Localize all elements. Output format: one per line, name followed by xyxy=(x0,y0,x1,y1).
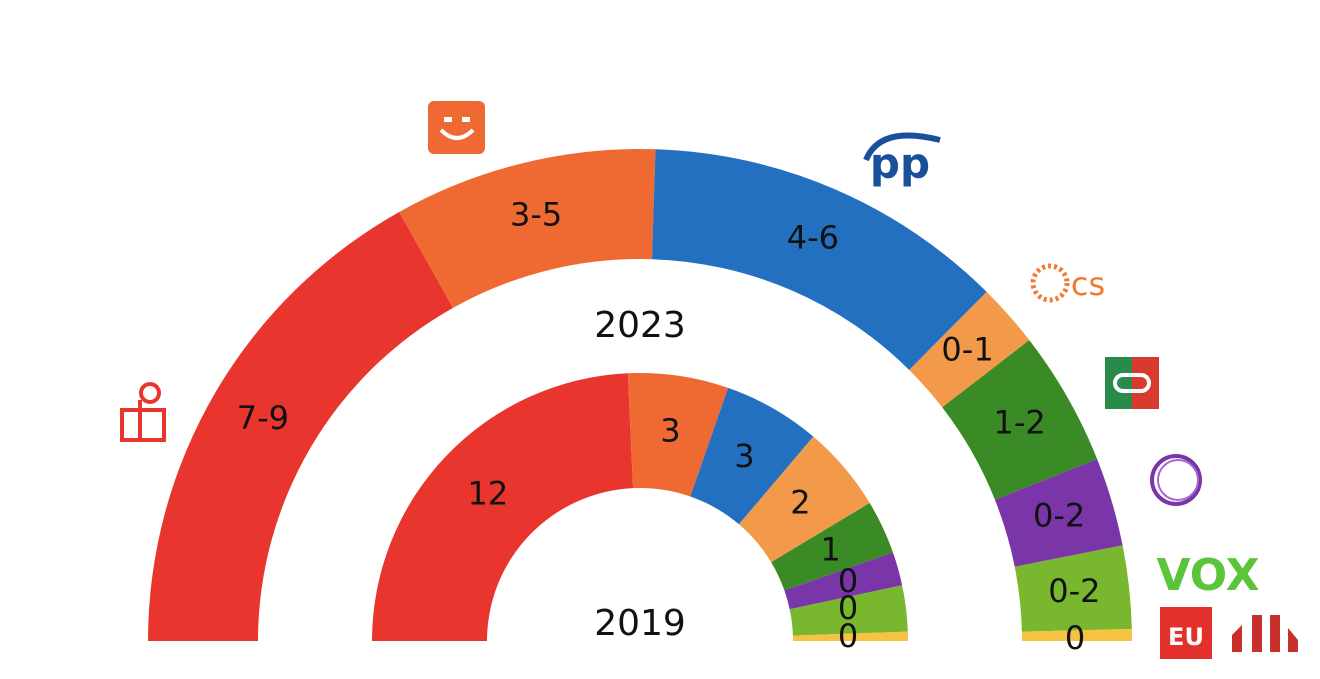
seat-label-2023-3: 0-1 xyxy=(941,331,993,369)
seat-label-2023-1: 3-5 xyxy=(510,196,562,234)
seat-label-2019-2: 3 xyxy=(734,437,754,475)
compromis-logo-icon xyxy=(428,101,485,154)
segment-2019-2 xyxy=(690,387,814,525)
segment-2023-6 xyxy=(1014,545,1132,632)
seat-label-2019-5: 0 xyxy=(838,562,858,600)
seat-label-2019-0: 12 xyxy=(467,475,508,513)
segment-2019-5 xyxy=(784,552,903,610)
seat-label-2019-6: 0 xyxy=(838,589,858,627)
pp-logo-icon: pp xyxy=(863,132,941,188)
seat-label-2023-0: 7-9 xyxy=(237,399,289,437)
seat-label-2023-7: 0 xyxy=(1065,619,1085,657)
pp-logo-text: pp xyxy=(870,139,930,188)
psoe-logo-icon xyxy=(120,382,166,442)
seat-label-2019-7: 0 xyxy=(838,617,858,655)
segment-2023-0 xyxy=(148,211,454,641)
segment-2023-4 xyxy=(942,340,1098,500)
seat-label-2023-2: 4-6 xyxy=(787,219,839,257)
seat-label-2019-4: 1 xyxy=(820,531,840,569)
svg-text:EU: EU xyxy=(1168,623,1204,651)
segment-2023-1 xyxy=(399,149,656,308)
segment-2023-3 xyxy=(909,291,1030,408)
cs-logo-icon: cs xyxy=(1030,263,1105,303)
segment-2023-7 xyxy=(1021,628,1132,641)
seat-label-2023-4: 1-2 xyxy=(993,403,1045,441)
segment-2019-3 xyxy=(738,436,870,563)
erc-logo-icon xyxy=(1232,615,1298,652)
segment-2019-1 xyxy=(627,372,729,497)
year-label-2023: 2023 xyxy=(594,305,686,346)
segment-2019-4 xyxy=(771,502,893,591)
coalicion-logo-icon xyxy=(1105,357,1159,409)
seat-label-2023-6: 0-2 xyxy=(1048,572,1100,610)
seat-label-2019-3: 2 xyxy=(790,484,810,522)
seat-label-2023-5: 0-2 xyxy=(1033,496,1085,534)
segment-2019-0 xyxy=(371,373,634,641)
seat-label-2019-1: 3 xyxy=(660,412,680,450)
segment-2019-6 xyxy=(789,585,908,636)
segment-2023-5 xyxy=(994,459,1123,567)
year-label-2019: 2019 xyxy=(594,603,686,644)
vox-logo-text: VOX xyxy=(1156,550,1259,601)
eu-logo-icon: EU xyxy=(1160,607,1212,659)
segment-2023-2 xyxy=(651,149,987,370)
podemos-logo-icon xyxy=(1150,454,1202,506)
segment-2019-7 xyxy=(792,631,908,641)
cs-logo-text: cs xyxy=(1071,265,1105,303)
